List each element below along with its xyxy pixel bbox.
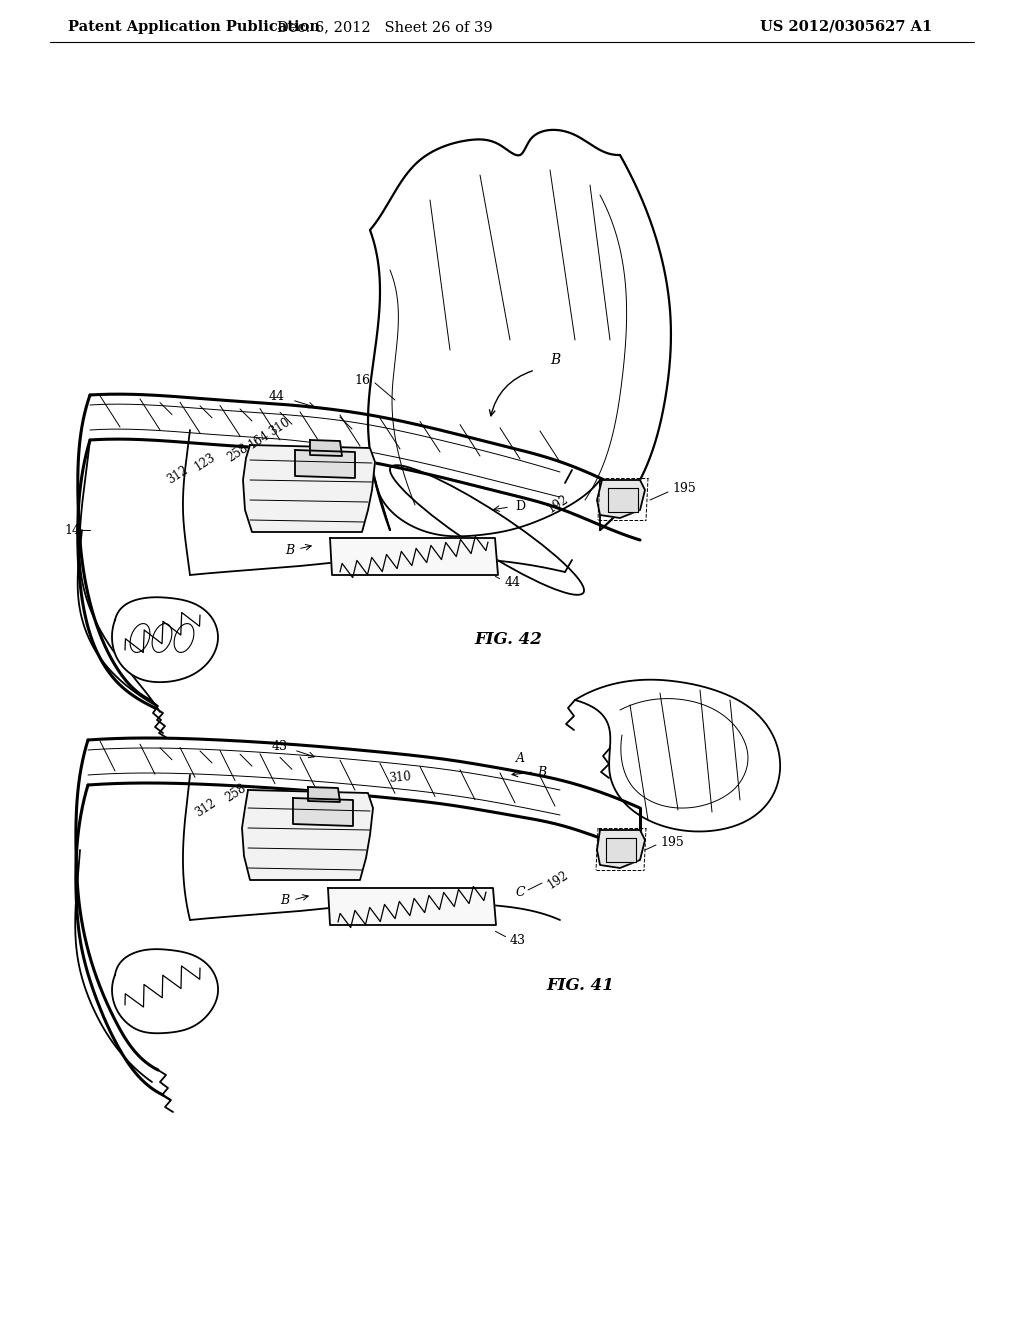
Text: 258: 258 [222, 781, 248, 804]
Text: B: B [538, 766, 547, 779]
Text: 16: 16 [354, 374, 370, 387]
Polygon shape [112, 597, 218, 682]
Text: 310: 310 [267, 416, 293, 438]
Polygon shape [112, 949, 218, 1034]
Polygon shape [597, 830, 645, 869]
Text: Patent Application Publication: Patent Application Publication [68, 20, 319, 34]
Text: 43: 43 [510, 933, 526, 946]
Text: 44: 44 [505, 576, 521, 589]
Text: 43: 43 [272, 739, 288, 752]
Polygon shape [606, 838, 636, 862]
Text: A: A [515, 751, 524, 764]
Text: 44: 44 [269, 389, 285, 403]
Text: 192: 192 [545, 492, 570, 516]
Polygon shape [242, 789, 373, 880]
Polygon shape [293, 799, 353, 826]
Polygon shape [597, 480, 645, 517]
Polygon shape [608, 488, 638, 512]
Text: 192: 192 [545, 869, 570, 891]
Polygon shape [295, 450, 355, 478]
Polygon shape [243, 445, 375, 532]
Text: C: C [515, 886, 525, 899]
Text: B: B [550, 352, 560, 367]
Text: 310: 310 [388, 771, 412, 785]
Text: 195: 195 [660, 836, 684, 849]
Polygon shape [575, 680, 780, 832]
Text: 195: 195 [672, 482, 695, 495]
Text: Dec. 6, 2012   Sheet 26 of 39: Dec. 6, 2012 Sheet 26 of 39 [278, 20, 493, 34]
Text: US 2012/0305627 A1: US 2012/0305627 A1 [760, 20, 932, 34]
Polygon shape [310, 440, 342, 455]
Text: B: B [281, 894, 290, 907]
Text: 14: 14 [63, 524, 80, 536]
Polygon shape [328, 888, 496, 925]
Text: B: B [286, 544, 295, 557]
Text: 164: 164 [246, 429, 272, 451]
Polygon shape [308, 787, 340, 803]
Text: 258: 258 [224, 441, 250, 465]
Polygon shape [330, 539, 498, 576]
Text: FIG. 41: FIG. 41 [546, 977, 614, 994]
Text: 312: 312 [193, 796, 218, 820]
Text: 123: 123 [193, 450, 218, 474]
Text: D: D [515, 499, 525, 512]
Text: FIG. 42: FIG. 42 [474, 631, 542, 648]
Text: 312: 312 [164, 463, 190, 487]
